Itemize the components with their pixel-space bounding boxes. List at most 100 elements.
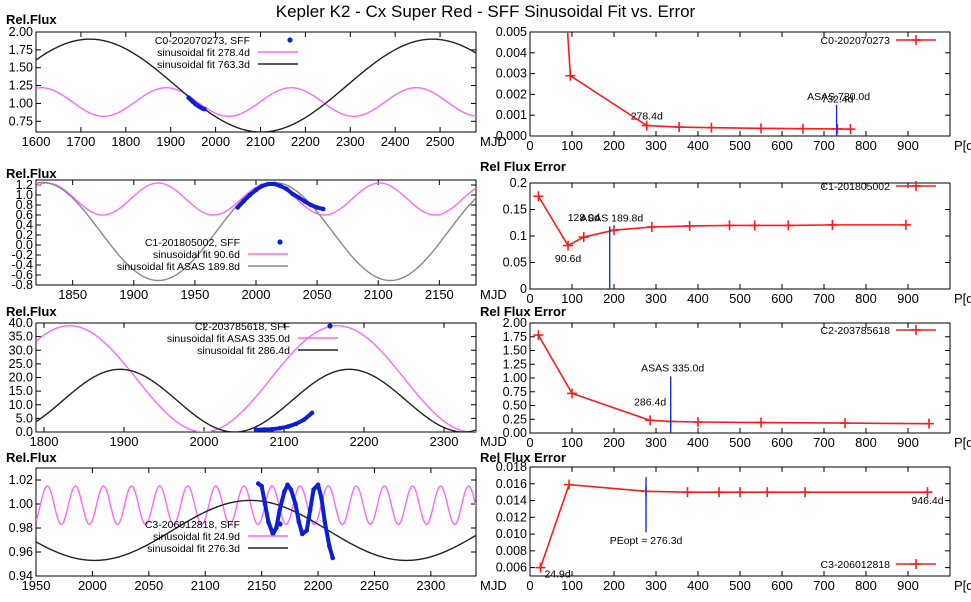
plot-frame	[35, 31, 477, 133]
legend-entry: C0-202070273	[821, 35, 891, 47]
y-tick-label: 1.02	[9, 473, 33, 487]
y-tick-label: 0.0	[16, 425, 33, 439]
data-point	[307, 507, 313, 513]
x-tick-label: 900	[897, 291, 919, 306]
x-tick-label: 400	[687, 435, 709, 450]
x-tick-label: 600	[771, 291, 793, 306]
point-annotation: 90.6d	[555, 253, 581, 265]
x-tick-label: 2000	[242, 287, 271, 302]
y-tick-label: 0.018	[496, 460, 527, 474]
sinusoid-line	[36, 499, 476, 562]
y-tick-label: 5.0	[16, 411, 33, 425]
x-tick-label: 600	[771, 435, 793, 450]
data-point	[304, 528, 310, 533]
x-tick-label: 100	[561, 138, 583, 153]
data-point	[284, 186, 289, 192]
x-tick-label: 2100	[270, 434, 299, 449]
point-annotation: PEopt = 276.3d	[610, 535, 683, 547]
y-tick-label: 0.2	[16, 228, 33, 242]
y-tick-label: 1.00	[9, 497, 33, 511]
error-line	[537, 334, 930, 425]
data-point	[288, 487, 294, 492]
y-tick-label: 0.00	[503, 426, 527, 440]
legend-entry: sinusoidal fit 763.3d	[157, 59, 250, 71]
x-tick-label: 2250	[360, 578, 389, 593]
y-tick-label: 1.75	[503, 330, 527, 344]
data-point	[269, 426, 275, 432]
data-point	[299, 531, 305, 537]
sinusoid-line	[36, 87, 476, 117]
y-tick-label: 1.75	[9, 43, 33, 57]
x-tick-label: 1900	[156, 134, 185, 149]
y-tick-label: 0.2	[510, 176, 527, 190]
data-point	[319, 495, 324, 501]
plot-frame	[35, 179, 477, 286]
data-point	[202, 106, 207, 112]
y-tick-label: 0.75	[9, 114, 33, 128]
data-point	[272, 181, 277, 187]
x-tick-label: 0	[526, 138, 533, 153]
legend-entry: C3-206012818	[821, 559, 891, 571]
x-axis-label: P[d]	[954, 138, 971, 153]
legend-entry: sinusoidal fit 276.3d	[147, 543, 240, 555]
legend-entry: sinusoidal fit ASAS 189.8d	[117, 261, 240, 273]
sinusoid-line	[36, 38, 476, 132]
x-tick-label: 2100	[246, 134, 275, 149]
y-tick-label: 0.4	[16, 218, 33, 232]
y-tick-label: 0.002	[496, 87, 527, 101]
data-point	[293, 421, 299, 427]
point-annotation: 24.9d	[544, 569, 570, 581]
y-tick-label: 0.25	[503, 412, 527, 426]
legend-marker	[277, 521, 283, 527]
x-tick-label: 700	[813, 578, 835, 593]
x-tick-label: 0	[526, 435, 533, 450]
point-annotation: 128.0d	[568, 212, 600, 224]
x-tick-label: 400	[687, 291, 709, 306]
y-tick-label: 2.00	[503, 316, 527, 330]
chart-err0: 0 100 200 300 400 500 600 700 800 900 0.000 0.001 0.…	[496, 25, 971, 153]
data-point	[266, 519, 271, 525]
x-tick-label: 2300	[336, 134, 365, 149]
y-tick-label: -0.2	[11, 248, 33, 262]
chart-lc0: 1600 1700 1800 1900 2000 2100 2200 2300 2400 2500…	[6, 12, 507, 149]
data-point	[259, 483, 264, 489]
y-tick-label: 0.0	[16, 238, 33, 252]
legend-entry: C1-201805002	[821, 181, 891, 193]
x-axis-label: MJD	[480, 434, 507, 449]
y-tick-label: -0.6	[11, 268, 33, 282]
y-tick-label: 0.8	[16, 198, 33, 212]
point-annotation: 286.4d	[634, 397, 666, 409]
x-tick-label: 2000	[190, 434, 219, 449]
data-point	[320, 206, 326, 212]
y-tick-label: 0.008	[496, 544, 527, 558]
y-axis-label: Rel.Flux	[6, 450, 57, 465]
legend-entry: sinusoidal fit 24.9d	[153, 531, 240, 543]
data-point	[277, 425, 283, 431]
x-tick-label: 300	[645, 291, 667, 306]
x-tick-label: 0	[526, 578, 533, 593]
data-point	[308, 202, 314, 208]
y-tick-label: 10.0	[9, 398, 33, 412]
legend: C2-203785618	[821, 325, 936, 337]
y-tick-label: 0.000	[496, 129, 527, 143]
error-line	[539, 483, 928, 568]
x-tick-label: 400	[687, 138, 709, 153]
y-axis-label: Rel.Flux	[6, 12, 57, 27]
data-point	[253, 427, 259, 432]
x-tick-label: 2200	[350, 434, 379, 449]
data-point	[259, 183, 265, 189]
legend-entry: C2-203785618, SFF	[195, 321, 290, 333]
asas-label: ASAS 189.8d	[580, 212, 643, 224]
sinusoid-line	[36, 182, 476, 216]
y-tick-label: 0.94	[9, 569, 33, 583]
x-tick-label: 2300	[416, 578, 445, 593]
data-point	[296, 519, 302, 525]
point-annotation: 946.4d	[911, 495, 943, 507]
y-tick-label: 1.50	[9, 61, 33, 75]
legend: C0-202070273	[821, 35, 936, 47]
x-tick-label: 200	[603, 291, 625, 306]
y-tick-label: 1.25	[503, 357, 527, 371]
x-tick-label: 2050	[303, 287, 332, 302]
